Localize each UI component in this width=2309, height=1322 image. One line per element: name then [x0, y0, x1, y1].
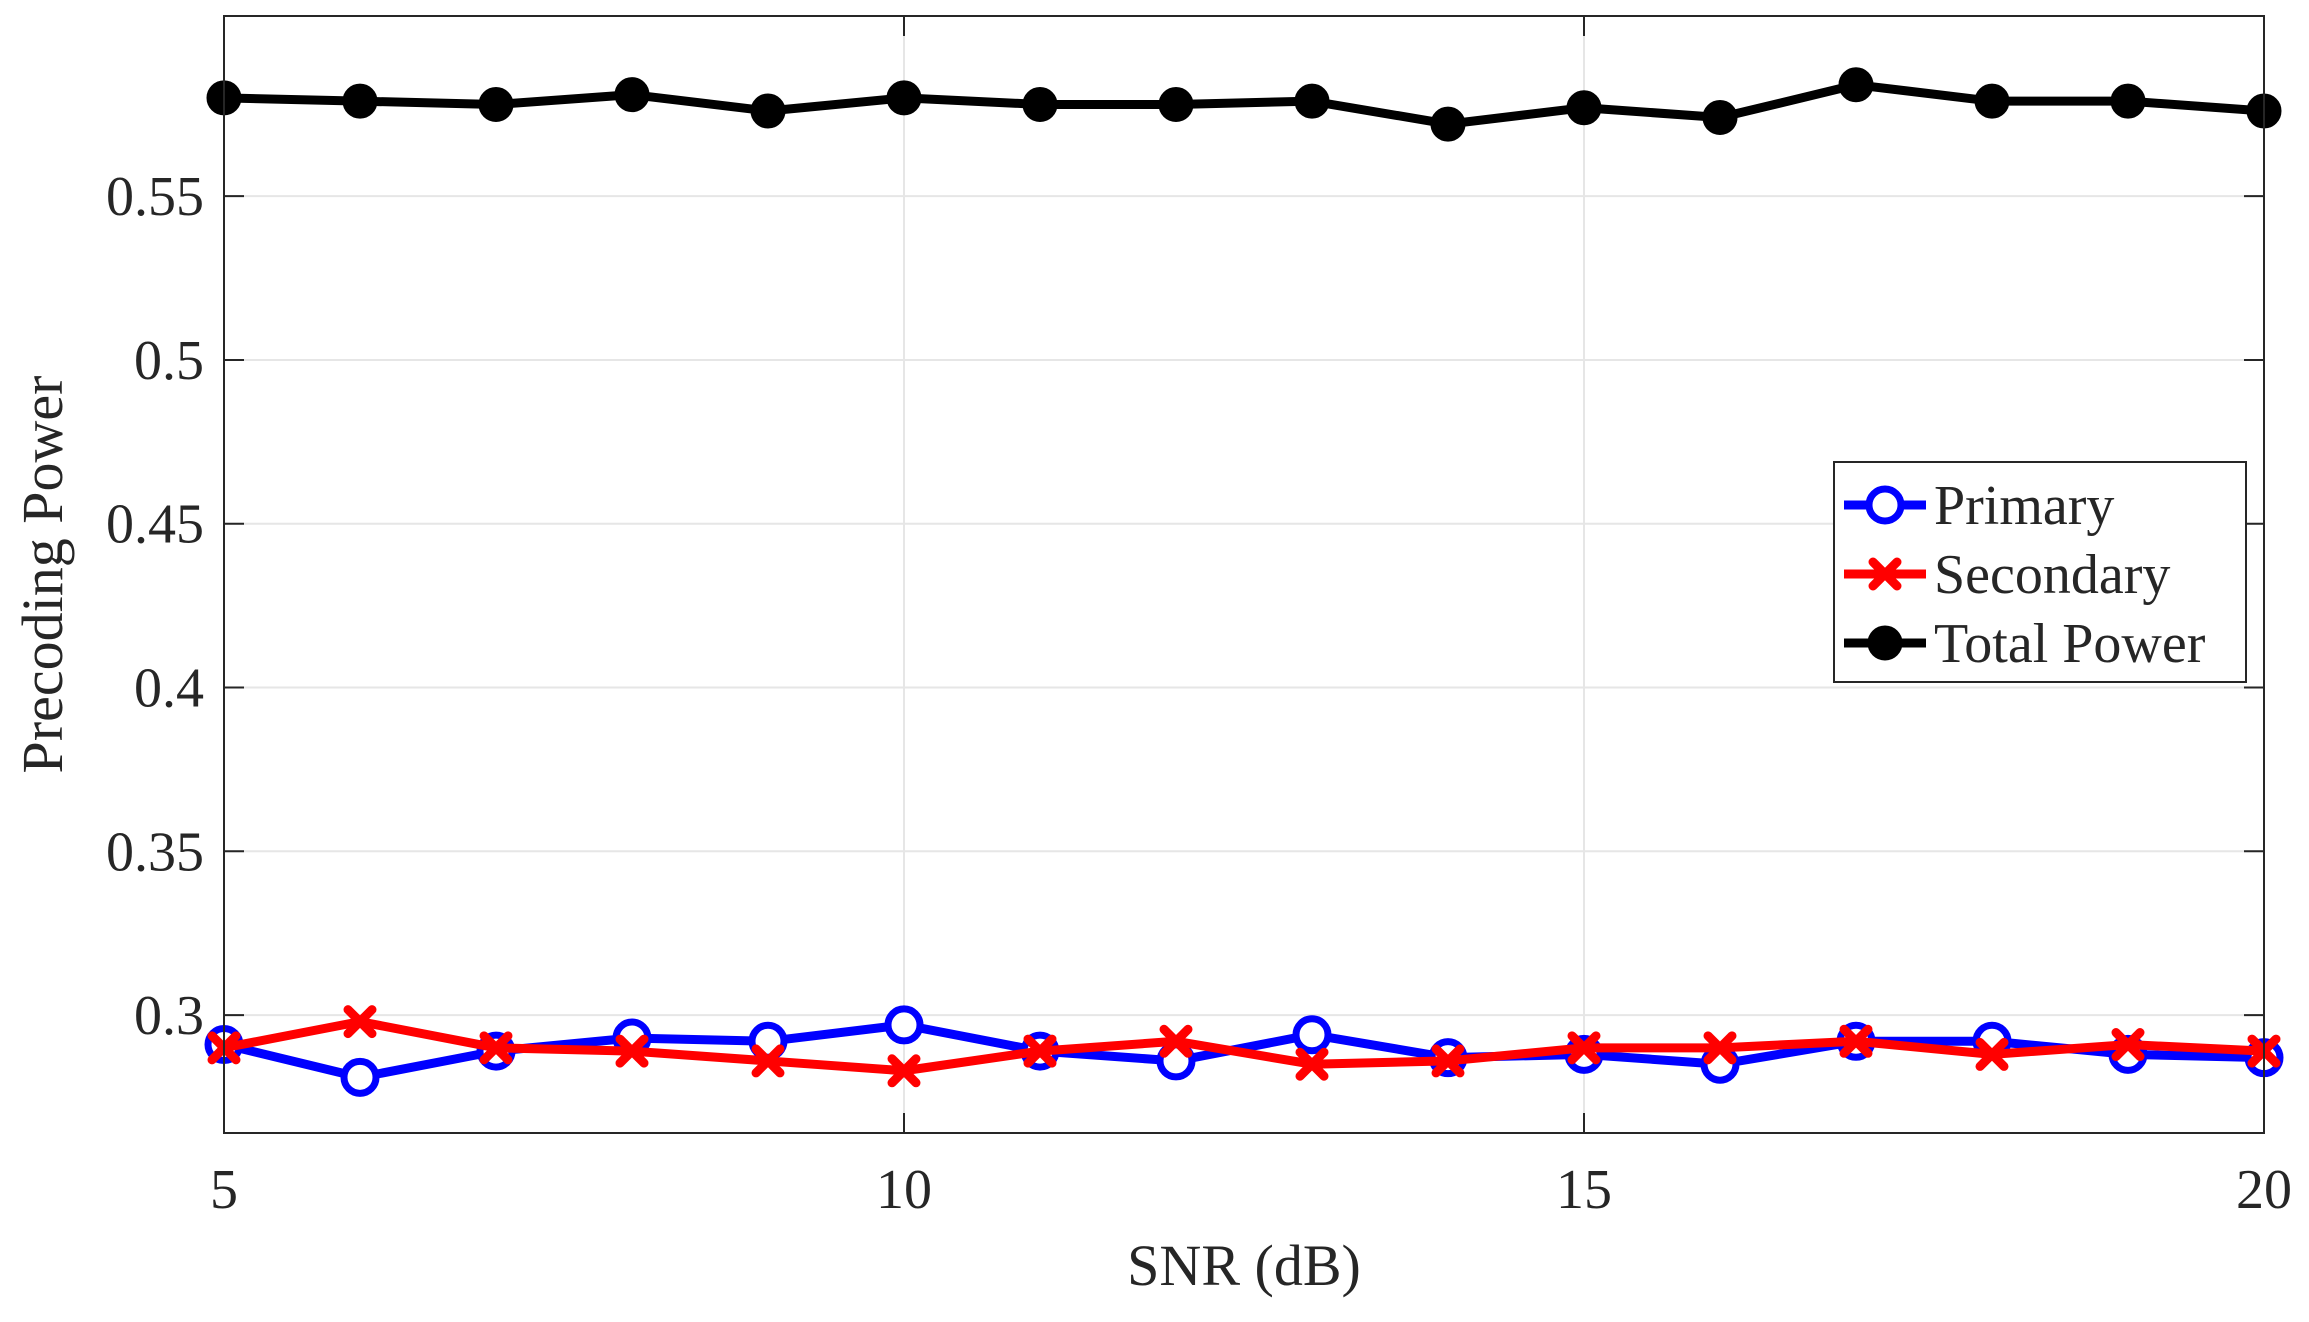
x-tick-label: 10 [876, 1159, 932, 1221]
data-point [1292, 1015, 1332, 1055]
legend-swatch-marker [1867, 625, 1903, 661]
legend-label: Primary [1934, 475, 2114, 537]
data-point [478, 86, 514, 122]
data-point [2111, 1028, 2145, 1062]
legend-entry: Total Power [1844, 613, 2206, 675]
series-secondary [207, 1005, 2281, 1088]
tick-layer: 5 10 15 20 0.3 0.35 0.4 0.45 0.5 0.55 [106, 16, 2292, 1221]
data-point [1158, 86, 1194, 122]
data-point [340, 1057, 380, 1097]
data-point [886, 80, 922, 116]
data-point [1022, 86, 1058, 122]
legend-entry: Secondary [1844, 544, 2170, 606]
data-point [1295, 1047, 1329, 1081]
x-axis-label: SNR (dB) [1127, 1233, 1361, 1298]
data-point [750, 93, 786, 129]
data-point [1431, 1044, 1465, 1078]
data-point [887, 1054, 921, 1088]
y-tick-label: 0.3 [134, 985, 204, 1047]
data-point [2110, 83, 2146, 119]
data-point [1974, 83, 2010, 119]
series-total-power [206, 67, 2282, 142]
y-tick-label: 0.55 [106, 166, 204, 228]
plot-frame [223, 15, 2265, 1134]
y-axis-label: Precoding Power [10, 376, 75, 774]
legend-swatch-marker [1868, 557, 1902, 591]
series-line [222, 1020, 2265, 1082]
series-layer [204, 67, 2284, 1097]
data-point [1294, 83, 1330, 119]
data-point [1430, 106, 1466, 142]
data-point [342, 83, 378, 119]
data-point [1838, 67, 1874, 103]
y-tick-label: 0.4 [134, 658, 204, 720]
legend-swatch-marker [1865, 485, 1905, 525]
legend-label: Total Power [1934, 613, 2206, 675]
data-point [615, 1034, 649, 1068]
grid-layer [223, 16, 2265, 1133]
legend-label: Secondary [1934, 544, 2170, 606]
x-tick-label: 15 [1556, 1159, 1612, 1221]
data-point [884, 1005, 924, 1045]
data-point [1703, 1031, 1737, 1065]
data-point [343, 1005, 377, 1039]
data-point [1566, 90, 1602, 126]
y-tick-label: 0.5 [134, 330, 204, 392]
data-point [479, 1031, 513, 1065]
series-line [223, 1017, 2265, 1076]
legend-entry: Primary [1844, 475, 2114, 537]
x-tick-label: 5 [210, 1159, 238, 1221]
data-point [614, 77, 650, 113]
data-point [1702, 100, 1738, 136]
data-point [751, 1044, 785, 1078]
data-point [1023, 1034, 1057, 1068]
data-point [1159, 1024, 1193, 1058]
x-tick-label: 20 [2236, 1159, 2292, 1221]
y-tick-label: 0.45 [106, 494, 204, 556]
data-point [1839, 1024, 1873, 1058]
y-tick-label: 0.35 [106, 821, 204, 883]
series-line [223, 80, 2265, 129]
legend: Primary Secondary Total Power [1833, 461, 2247, 683]
data-point [1567, 1031, 1601, 1065]
data-point [1975, 1037, 2009, 1071]
